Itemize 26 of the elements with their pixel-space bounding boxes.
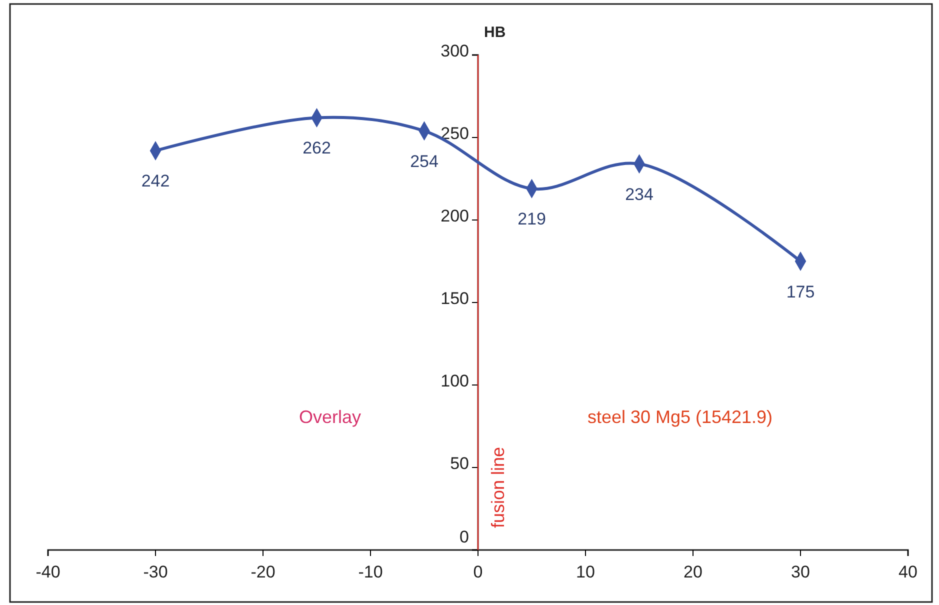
data-label: 242 [141, 172, 170, 191]
y-tick-label: 50 [450, 454, 469, 474]
x-tick-label: -40 [36, 562, 60, 582]
x-tick-label: -20 [250, 562, 276, 582]
x-tick-label: -10 [358, 562, 383, 582]
y-tick-label: 250 [440, 124, 469, 144]
x-tick-label: 30 [791, 562, 810, 582]
x-tick-label: 40 [898, 562, 918, 582]
annotation: Overlay [298, 407, 362, 427]
x-tick-label: 10 [576, 562, 595, 582]
x-tick-label: 0 [473, 562, 483, 582]
y-axis-title: HB [484, 24, 506, 41]
x-tick-label: -30 [143, 562, 168, 582]
ref-line-label: fusion line [488, 446, 508, 528]
data-label: 219 [518, 210, 546, 229]
data-label: 234 [625, 184, 654, 204]
y-tick-label: 200 [440, 206, 469, 226]
y-tick-label: 0 [460, 527, 469, 546]
annotation: steel 30 Mg5 (15421.9) [587, 407, 773, 427]
data-label: 262 [302, 138, 331, 158]
y-tick-label: 100 [440, 372, 469, 391]
x-tick-label: 20 [684, 562, 702, 582]
data-label: 175 [786, 282, 815, 302]
data-label: 254 [410, 152, 438, 171]
y-tick-label: 150 [440, 289, 469, 308]
y-tick-label: 300 [440, 42, 469, 61]
